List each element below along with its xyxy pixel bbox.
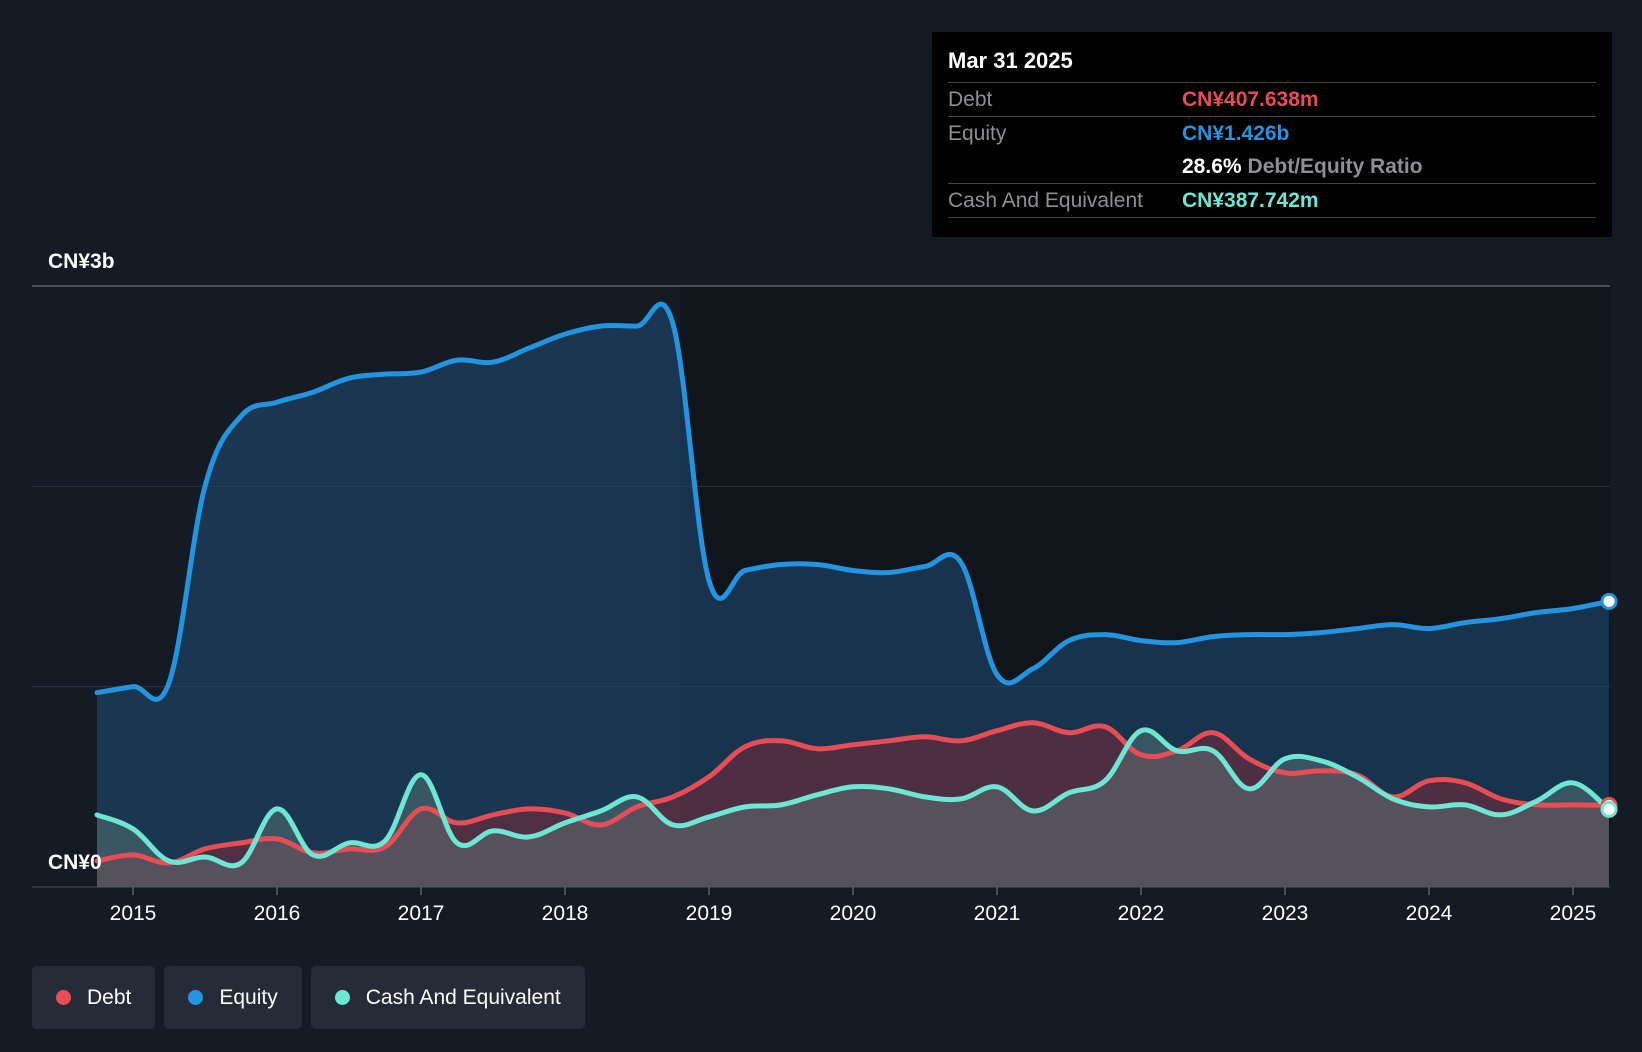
x-axis-ticks: 2015 2016 2017 2018 2019 2020 2021 2022 2023 2024… — [110, 887, 1597, 925]
tooltip-ratio-value: 28.6% — [1182, 155, 1242, 178]
tooltip-cash-row: Cash And Equivalent CN¥387.742m — [948, 184, 1596, 218]
tooltip-equity-row: Equity CN¥1.426b — [948, 117, 1596, 150]
y-axis-top-label: CN¥3b — [48, 250, 115, 273]
equity-endpoint-marker — [1600, 592, 1618, 610]
x-tick-label: 2021 — [974, 902, 1021, 925]
cash-dot-icon — [334, 990, 350, 1005]
cash-endpoint-marker — [1600, 800, 1618, 818]
x-tick-label: 2019 — [686, 902, 733, 925]
series-endpoints — [1600, 592, 1618, 818]
tooltip-equity-value: CN¥1.426b — [1182, 122, 1290, 145]
cash-area — [97, 729, 1609, 887]
data-tooltip: Mar 31 2025 Debt CN¥407.638m Equity CN¥1… — [932, 32, 1612, 237]
legend-equity-label: Equity — [219, 985, 278, 1009]
y-axis-bottom-label: CN¥0 — [48, 851, 102, 874]
x-tick-label: 2020 — [830, 902, 877, 925]
tooltip-debt-label: Debt — [948, 88, 993, 111]
legend-item-equity[interactable]: Equity — [164, 966, 302, 1029]
tooltip-cash-label: Cash And Equivalent — [948, 189, 1143, 212]
tooltip-ratio-label: Debt/Equity Ratio — [1247, 155, 1423, 178]
x-tick-label: 2023 — [1262, 902, 1309, 925]
x-tick-label: 2025 — [1550, 902, 1597, 925]
cash-series-line — [94, 727, 1612, 869]
x-tick-label: 2024 — [1406, 902, 1453, 925]
x-tick-label: 2017 — [398, 902, 445, 925]
tooltip-equity-label: Equity — [948, 122, 1007, 145]
debt-dot-icon — [56, 990, 71, 1005]
legend-item-debt[interactable]: Debt — [32, 966, 156, 1029]
legend-cash-label: Cash And Equivalent — [365, 985, 561, 1009]
x-tick-label: 2016 — [254, 902, 301, 925]
debt-area — [97, 722, 1609, 887]
legend-item-cash[interactable]: Cash And Equivalent — [310, 966, 585, 1029]
x-tick-label: 2022 — [1118, 902, 1165, 925]
x-tick-label: 2015 — [110, 902, 157, 925]
equity-series-line — [94, 301, 1612, 702]
legend-debt-label: Debt — [87, 985, 132, 1009]
tooltip-ratio-row: 28.6% Debt/Equity Ratio — [948, 150, 1596, 184]
tooltip-debt-row: Debt CN¥407.638m — [948, 83, 1596, 117]
x-tick-label: 2018 — [542, 902, 589, 925]
chart-legend: Debt Equity Cash And Equivalent — [32, 966, 585, 1029]
series-lines — [94, 301, 1612, 869]
equity-dot-icon — [188, 990, 204, 1005]
tooltip-date: Mar 31 2025 — [948, 46, 1596, 83]
tooltip-debt-value: CN¥407.638m — [1182, 88, 1319, 111]
tooltip-cash-value: CN¥387.742m — [1182, 189, 1319, 212]
